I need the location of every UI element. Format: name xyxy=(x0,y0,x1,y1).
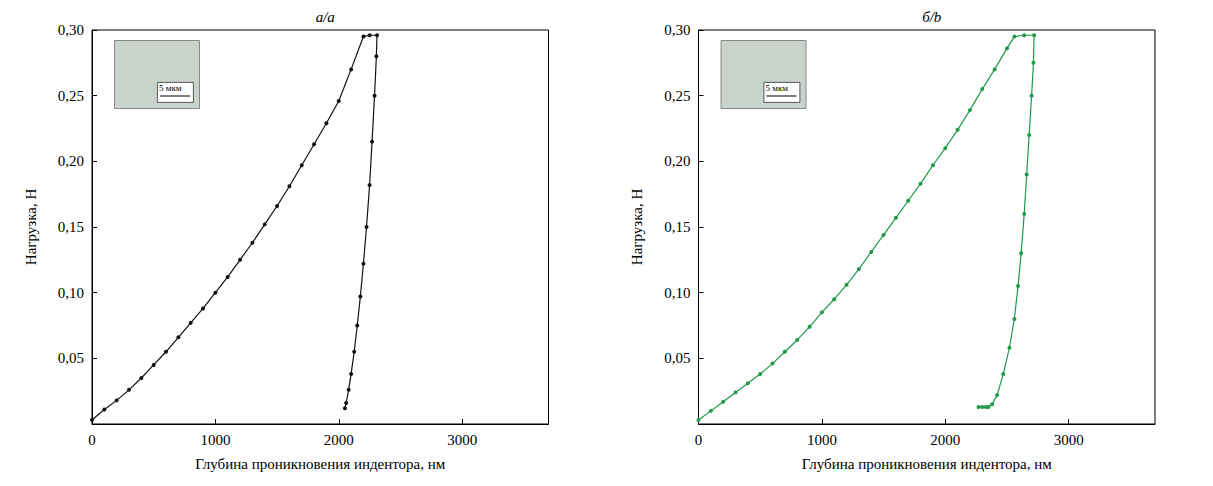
svg-text:0,20: 0,20 xyxy=(58,153,84,169)
svg-text:2000: 2000 xyxy=(324,432,354,448)
svg-text:1000: 1000 xyxy=(200,432,230,448)
svg-text:2000: 2000 xyxy=(930,432,960,448)
svg-text:0,10: 0,10 xyxy=(58,285,84,301)
svg-text:0,10: 0,10 xyxy=(664,285,690,301)
svg-text:0,25: 0,25 xyxy=(664,88,690,104)
svg-text:0,20: 0,20 xyxy=(664,153,690,169)
svg-text:0,30: 0,30 xyxy=(664,22,690,38)
svg-text:0,15: 0,15 xyxy=(664,219,690,235)
svg-text:0: 0 xyxy=(695,432,703,448)
svg-text:1000: 1000 xyxy=(807,432,837,448)
svg-text:5 мкм: 5 мкм xyxy=(159,83,182,93)
svg-text:0,15: 0,15 xyxy=(58,219,84,235)
svg-text:5 мкм: 5 мкм xyxy=(766,83,789,93)
svg-text:0,30: 0,30 xyxy=(58,22,84,38)
svg-text:0,05: 0,05 xyxy=(664,350,690,366)
svg-text:Нагрузка, Н: Нагрузка, Н xyxy=(629,189,645,266)
svg-text:3000: 3000 xyxy=(447,432,477,448)
svg-text:Глубина проникновения индентор: Глубина проникновения индентора, нм xyxy=(195,456,446,472)
svg-text:Глубина проникновения индентор: Глубина проникновения индентора, нм xyxy=(802,456,1053,472)
svg-text:0,25: 0,25 xyxy=(58,88,84,104)
svg-text:3000: 3000 xyxy=(1054,432,1084,448)
svg-text:0: 0 xyxy=(88,432,96,448)
svg-text:а/a: а/a xyxy=(316,9,335,25)
svg-text:0,05: 0,05 xyxy=(58,350,84,366)
svg-text:б/b: б/b xyxy=(922,9,942,25)
svg-text:Нагрузка, Н: Нагрузка, Н xyxy=(23,189,39,266)
